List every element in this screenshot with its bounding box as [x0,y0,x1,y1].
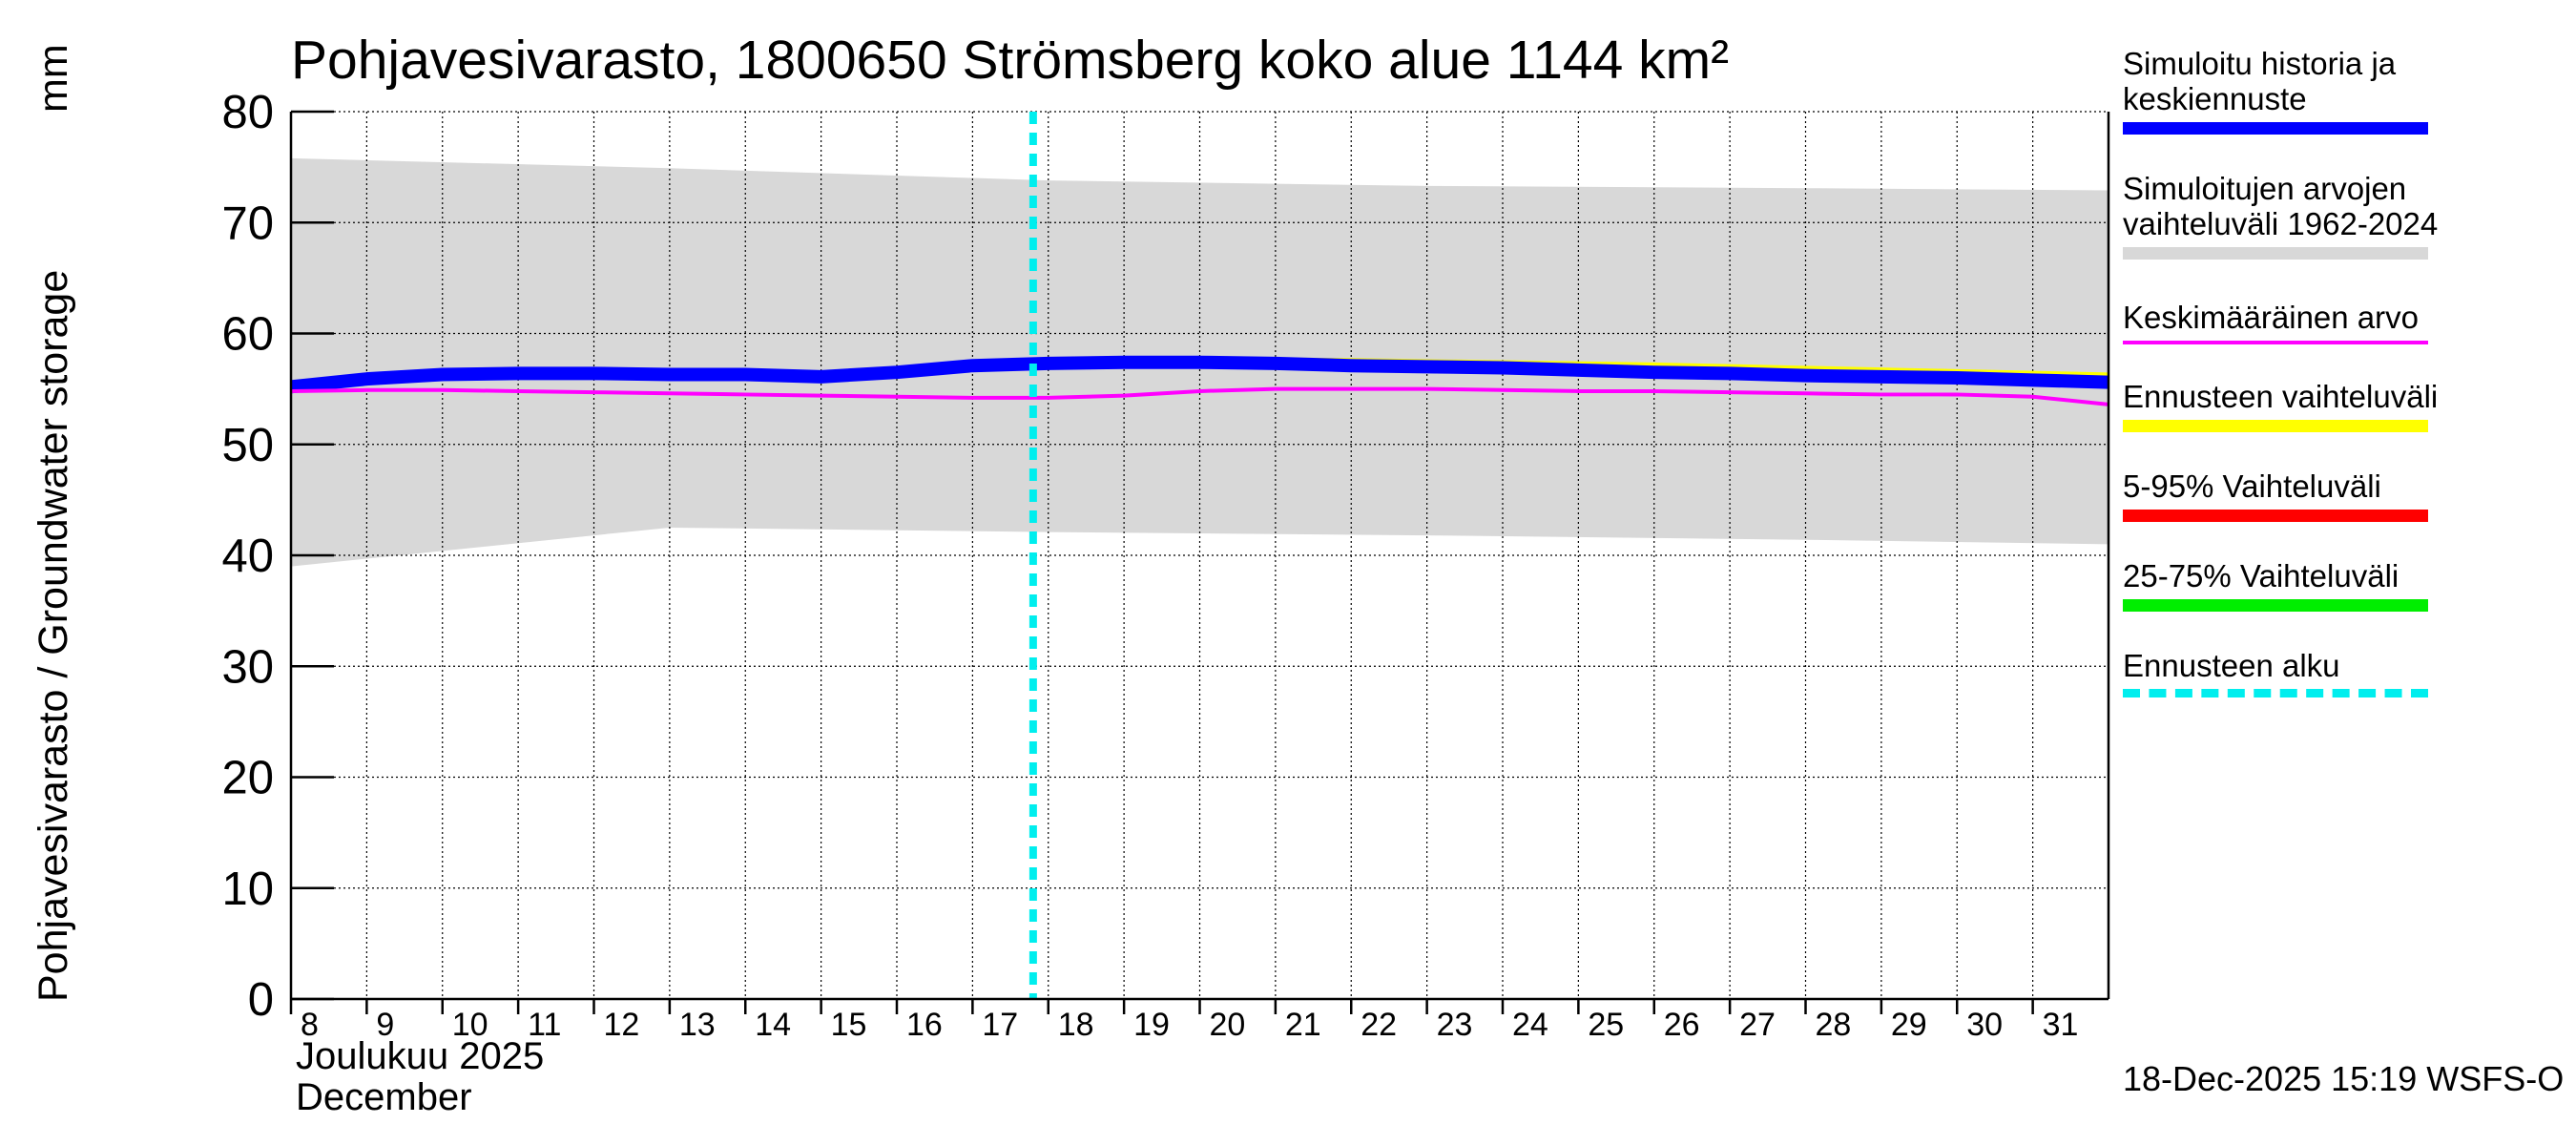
x-tick-label: 26 [1664,1007,1700,1043]
x-tick-label: 20 [1210,1007,1246,1043]
x-tick-label: 22 [1361,1007,1397,1043]
x-tick-label: 12 [604,1007,640,1043]
series-layer [290,112,2109,999]
x-tick-label: 10 [452,1007,488,1043]
x-tick-label: 19 [1133,1007,1170,1043]
legend-swatch-solid-line [2123,599,2428,612]
legend-swatch-solid-line [2123,247,2428,260]
legend-label: Ennusteen vaihteluväli [2123,379,2439,414]
y-axis-unit: mm [31,44,76,113]
x-tick-label: 29 [1891,1007,1927,1043]
legend-label: Ennusteen alku [2123,648,2340,683]
x-tick-label: 16 [906,1007,943,1043]
grid-layer [291,111,2109,999]
legend-label: 25-75% Vaihteluväli [2123,558,2399,593]
x-tick-label: 9 [376,1007,394,1043]
tick-label-layer: 0 10 20 30 40 50 60 70 80 8 9 10 11 12 13 14 15 16 17 18 19 2… [221,87,2078,1043]
legend: Simuloitu historia ja keskiennuste Simulo… [2123,46,2438,697]
history-forecast-line [290,355,2109,394]
x-tick-label: 18 [1058,1007,1094,1043]
y-tick-label: 30 [221,641,274,693]
y-tick-label: 40 [221,531,274,582]
x-tick-label: 24 [1512,1007,1548,1043]
x-tick-label: 28 [1816,1007,1852,1043]
x-tick-label: 11 [528,1007,561,1043]
y-tick-label: 10 [221,864,274,915]
legend-item: 5-95% Vaihteluväli [2123,468,2438,522]
x-axis-month-label-en: December [296,1076,472,1118]
x-tick-label: 15 [831,1007,867,1043]
x-tick-label: 27 [1739,1007,1776,1043]
y-tick-label: 70 [221,198,274,249]
legend-item: 25-75% Vaihteluväli [2123,558,2438,612]
x-tick-label: 14 [755,1007,791,1043]
x-tick-label: 23 [1437,1007,1473,1043]
timestamp-footer: 18-Dec-2025 15:19 WSFS-O [2123,1059,2565,1098]
legend-label: 5-95% Vaihteluväli [2123,468,2381,504]
legend-label: Simuloitujen arvojen vaihteluväli 1962-2… [2123,171,2439,241]
y-tick-label: 0 [248,974,274,1026]
legend-swatch-solid-line [2123,341,2428,344]
y-tick-label: 50 [221,420,274,471]
x-tick-label: 13 [679,1007,716,1043]
legend-item: Keskimääräinen arvo [2123,300,2438,344]
x-tick-label: 8 [301,1007,319,1043]
legend-item: Ennusteen vaihteluväli [2123,379,2438,432]
legend-label: Simuloitu historia ja keskiennuste [2123,46,2397,116]
legend-item: Ennusteen alku [2123,648,2438,697]
x-tick-label: 25 [1588,1007,1624,1043]
legend-swatch-dashed-line [2123,689,2428,697]
legend-swatch-solid-line [2123,122,2428,135]
y-axis-label: Pohjavesivarasto / Groundwater storage [31,269,76,1002]
y-tick-label: 80 [221,87,274,138]
axes-layer [289,110,2110,1014]
y-tick-label: 60 [221,309,274,361]
legend-swatch-solid-line [2123,510,2428,522]
chart-title: Pohjavesivarasto, 1800650 Strömsberg kok… [291,30,1730,91]
x-tick-label: 17 [982,1007,1018,1043]
x-tick-label: 30 [1966,1007,2003,1043]
legend-swatch-solid-line [2123,420,2428,432]
legend-label: Keskimääräinen arvo [2123,300,2419,335]
mean-value-line [290,386,2109,406]
legend-item: Simuloitu historia ja keskiennuste [2123,46,2438,135]
y-tick-label: 20 [221,753,274,804]
x-tick-label: 21 [1285,1007,1321,1043]
legend-item: Simuloitujen arvojen vaihteluväli 1962-2… [2123,171,2438,260]
x-axis-month-label: Joulukuu 2025 [296,1035,545,1077]
x-tick-label: 31 [2043,1007,2079,1043]
